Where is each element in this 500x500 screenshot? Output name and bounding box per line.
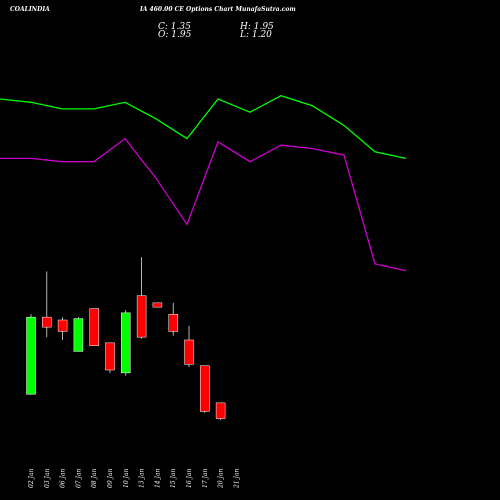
candles [26,257,226,420]
high-label: H: 1.95 [239,22,274,32]
candle-body [152,302,163,308]
candle-body [105,342,115,371]
candle-body [215,402,226,419]
candle [26,314,36,395]
candle [105,342,115,373]
candle-body [200,365,210,412]
indicator-lines [0,94,407,272]
candle-body [42,316,52,328]
candle [73,317,84,352]
x-tick-label: 09 Jan [107,468,114,488]
low-label: L: 1.20 [239,30,272,40]
x-tick-label: 21 Jan [233,468,240,489]
open-label: O: 1.95 [158,30,192,40]
candle-body [89,308,99,346]
indicator-line [0,137,407,272]
brand-text: Chart MunafaSutra.com [214,6,295,13]
contract-text: IA 460.00 CE Options [139,6,213,13]
x-tick-label: 16 Jan [186,468,193,488]
x-tick-label: 20 Jan [218,468,225,489]
candle-body [73,318,84,352]
candle [152,302,163,308]
x-tick-label: 15 Jan [170,468,177,488]
candle [121,310,131,376]
x-tick-label: 14 Jan [154,468,161,488]
x-tick-label: 10 Jan [123,468,130,488]
candle [200,365,210,413]
candle [89,308,99,346]
symbol-label: COALINDIA [10,6,50,13]
candle [136,257,147,339]
candle [168,302,178,336]
x-tick-label: 06 Jan [60,468,67,488]
candle-body [168,314,178,332]
contract-label: IA 460.00 CE Options Chart MunafaSutra.c… [139,6,296,13]
x-tick-label: 07 Jan [75,468,82,488]
candle-body [26,316,36,395]
candle-body [136,295,147,338]
indicator-line [0,94,407,160]
candle [215,402,226,420]
candle [184,325,194,368]
x-tick-label: 17 Jan [202,468,209,488]
candle-body [121,312,131,374]
x-tick-label: 13 Jan [139,468,146,488]
candle [42,271,52,338]
candle [57,317,68,340]
candle-body [184,339,194,365]
x-tick-label: 08 Jan [91,468,98,488]
x-tick-label: 02 Jan [28,468,35,488]
x-axis-ticks: 02 Jan 03 Jan 06 Jan 07 Jan 08 Jan 09 Jan 10 J… [28,468,240,489]
close-label: C: 1.35 [158,22,191,32]
x-tick-label: 03 Jan [44,468,51,488]
candle-body [57,319,68,332]
